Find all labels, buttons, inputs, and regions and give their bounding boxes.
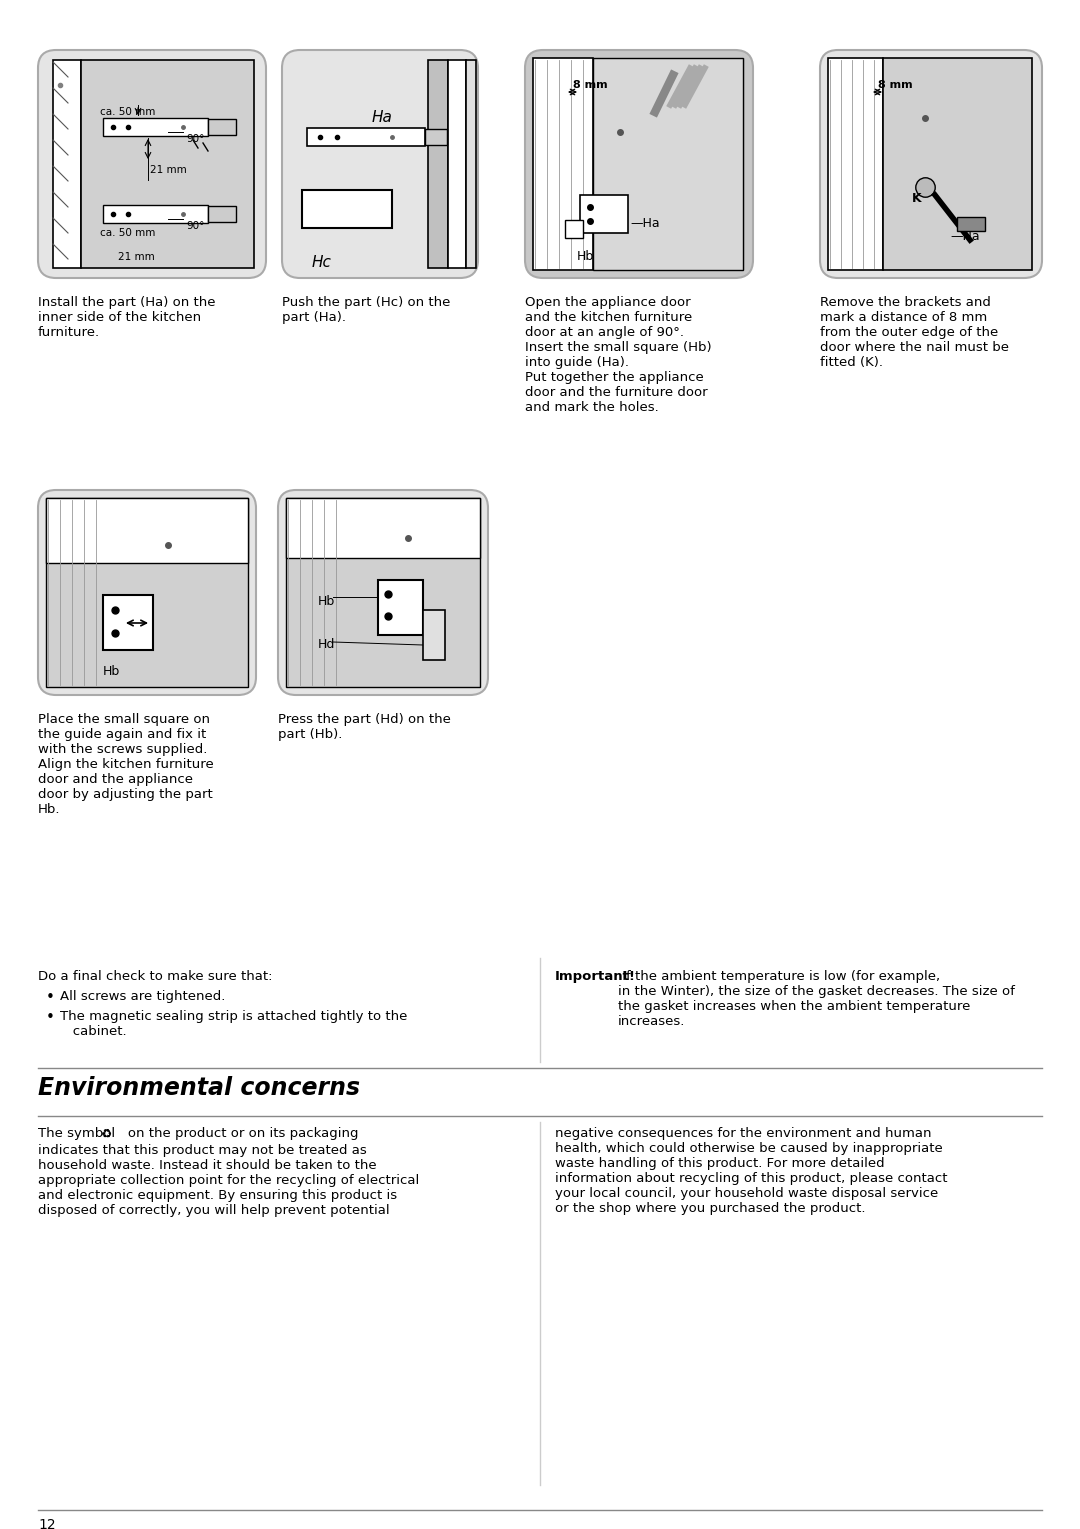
Bar [593,58,743,271]
Bar [208,206,237,222]
Text: Remove the brackets and
mark a distance of 8 mm
from the outer edge of the
door : Remove the brackets and mark a distance … [820,297,1009,368]
Bar [426,128,447,145]
Text: —Ha: —Ha [950,229,980,243]
Text: Push the part (Hc) on the
part (Ha).: Push the part (Hc) on the part (Ha). [282,297,450,324]
Text: 8 mm: 8 mm [573,80,608,90]
Text: 8 mm: 8 mm [878,80,913,90]
Bar [46,498,248,563]
Text: 90°: 90° [186,135,204,144]
Text: ♻: ♻ [102,1127,112,1141]
Text: •: • [46,1011,55,1024]
FancyBboxPatch shape [278,489,488,696]
Bar [565,220,583,239]
Bar [103,118,208,136]
FancyBboxPatch shape [820,50,1042,278]
Text: 12: 12 [38,1518,56,1529]
Text: ca. 50 mm: ca. 50 mm [100,107,156,118]
Bar [580,196,627,232]
Text: negative consequences for the environment and human
health, which could otherwis: negative consequences for the environmen… [555,1127,947,1216]
Text: 21 mm: 21 mm [150,165,187,174]
FancyBboxPatch shape [282,50,478,278]
Text: indicates that this product may not be treated as
household waste. Instead it sh: indicates that this product may not be t… [38,1144,419,1217]
Bar [448,60,465,268]
Bar [103,595,153,650]
Text: Hb: Hb [318,595,335,609]
FancyBboxPatch shape [38,50,266,278]
Text: Hb: Hb [577,251,594,263]
Text: All screws are tightened.: All screws are tightened. [60,989,226,1003]
Bar [423,610,445,661]
FancyBboxPatch shape [38,489,256,696]
Bar [103,205,208,223]
Bar [286,498,480,558]
Bar [46,498,248,687]
FancyBboxPatch shape [525,50,753,278]
Bar [307,128,426,145]
Bar [465,60,476,268]
Bar [302,190,392,228]
Bar [378,579,423,635]
Text: Open the appliance door
and the kitchen furniture
door at an angle of 90°.
Inser: Open the appliance door and the kitchen … [525,297,712,414]
Text: 90°: 90° [186,222,204,231]
Text: If the ambient temperature is low (for example,
in the Winter), the size of the : If the ambient temperature is low (for e… [618,969,1015,1027]
Text: ca. 50 mm: ca. 50 mm [100,228,156,239]
Bar [957,217,985,231]
Text: 21 mm: 21 mm [118,252,154,261]
Text: Press the part (Hd) on the
part (Hb).: Press the part (Hd) on the part (Hb). [278,713,450,742]
Text: Hc: Hc [312,255,332,271]
Text: The symbol   on the product or on its packaging: The symbol on the product or on its pack… [38,1127,359,1141]
Text: Install the part (Ha) on the
inner side of the kitchen
furniture.: Install the part (Ha) on the inner side … [38,297,216,339]
Bar [81,60,254,268]
Text: K: K [913,193,922,205]
Bar [428,60,448,268]
Text: Do a final check to make sure that:: Do a final check to make sure that: [38,969,272,983]
Bar [208,119,237,135]
Text: Ha: Ha [372,110,393,125]
Text: Hd: Hd [318,638,336,651]
Bar [53,60,81,268]
Text: Place the small square on
the guide again and fix it
with the screws supplied.
A: Place the small square on the guide agai… [38,713,214,816]
Text: —Ha: —Ha [630,217,660,229]
Bar [286,498,480,687]
Bar [828,58,883,271]
Bar [534,58,593,271]
Text: Hb: Hb [103,665,120,677]
Bar [534,58,745,271]
Text: Important!: Important! [555,969,636,983]
Text: Environmental concerns: Environmental concerns [38,1076,360,1099]
Text: •: • [46,989,55,1005]
Text: The magnetic sealing strip is attached tightly to the
   cabinet.: The magnetic sealing strip is attached t… [60,1011,407,1038]
Bar [883,58,1032,271]
